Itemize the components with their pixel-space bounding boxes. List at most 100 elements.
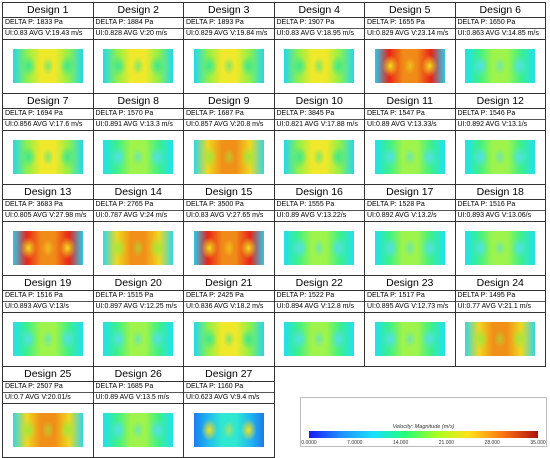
- velocity-contour-plot: [275, 221, 365, 275]
- legend-tick: 0.0000: [301, 440, 317, 446]
- contour-vortex: [20, 419, 37, 441]
- design-title: Design 9: [184, 94, 274, 109]
- ui-avg-velocity: UI:0.83 AVG V:18.95 m/s: [274, 29, 364, 40]
- contour-vortex: [511, 237, 528, 259]
- ui-avg-velocity: UI:0.895 AVG V:12.73 m/s: [365, 302, 455, 313]
- contour-vortex: [330, 55, 347, 77]
- contour-vortex: [382, 237, 399, 259]
- design-card: Design 1 DELTA P: 1833 Pa UI:0.83 AVG V:19…: [2, 2, 94, 94]
- contour-vortex: [330, 237, 347, 259]
- design-card: Design 19 DELTA P: 1516 Pa UI:0.893 AVG V:…: [2, 275, 94, 367]
- delta-p-value: DELTA P: 1517 Pa: [365, 291, 455, 302]
- velocity-contour-plot: [275, 312, 365, 366]
- design-title: Design 1: [3, 3, 93, 18]
- contour-vortex: [240, 419, 257, 441]
- contour-core: [132, 148, 145, 166]
- contour-core: [403, 57, 416, 75]
- ui-avg-velocity: UI:0.89 AVG V:13.5 m/s: [93, 393, 183, 404]
- velocity-contour-plot: [3, 39, 93, 93]
- velocity-contour-plot: [184, 130, 274, 184]
- delta-p-value: DELTA P: 1685 Pa: [93, 382, 183, 393]
- contour-vortex: [511, 328, 528, 350]
- contour-vortex: [382, 328, 399, 350]
- contour-vortex: [472, 237, 489, 259]
- legend-colorbar: [309, 431, 538, 438]
- design-title: Design 27: [184, 367, 274, 382]
- design-card: Design 5 DELTA P: 1655 Pa UI:0.829 AVG V:2…: [364, 2, 456, 94]
- design-title: Design 22: [274, 276, 364, 291]
- design-title: Design 24: [455, 276, 545, 291]
- design-card: Design 11 DELTA P: 1547 Pa UI:0.89 AVG V:1…: [364, 93, 456, 185]
- design-title: Design 20: [93, 276, 183, 291]
- ui-avg-velocity: UI:0.828 AVG V:20 m/s: [93, 29, 183, 40]
- ui-avg-velocity: UI:0.892 AVG V:13.1/s: [455, 120, 545, 131]
- contour-vortex: [240, 328, 257, 350]
- delta-p-value: DELTA P: 1833 Pa: [3, 18, 93, 29]
- contour-core: [313, 330, 326, 348]
- design-card: Design 9 DELTA P: 1687 Pa UI:0.857 AVG V:2…: [183, 93, 275, 185]
- contour-vortex: [201, 328, 218, 350]
- design-title: Design 10: [274, 94, 364, 109]
- contour-vortex: [511, 146, 528, 168]
- contour-core: [222, 57, 235, 75]
- design-card: Design 7 DELTA P: 1694 Pa UI:0.856 AVG V:1…: [2, 93, 94, 185]
- design-title: Design 16: [274, 185, 364, 200]
- ui-avg-velocity: UI:0.892 AVG V:13.2/s: [365, 211, 455, 222]
- contour-vortex: [110, 55, 127, 77]
- delta-p-value: DELTA P: 1650 Pa: [455, 18, 545, 29]
- contour-core: [41, 148, 54, 166]
- contour-vortex: [59, 237, 76, 259]
- velocity-contour-plot: [94, 130, 184, 184]
- contour-vortex: [421, 55, 438, 77]
- ui-avg-velocity: UI:0.83 AVG V:19.43 m/s: [3, 29, 93, 40]
- design-title: Design 17: [365, 185, 455, 200]
- design-title: Design 23: [365, 276, 455, 291]
- design-card: Design 4 DELTA P: 1907 Pa UI:0.83 AVG V:18…: [273, 2, 365, 94]
- ui-avg-velocity: UI:0.829 AVG V:19.84 m/s: [184, 29, 274, 40]
- design-card: Design 21 DELTA P: 2425 Pa UI:0.836 AVG V:…: [183, 275, 275, 367]
- delta-p-value: DELTA P: 3683 Pa: [3, 200, 93, 211]
- ui-avg-velocity: UI:0.623 AVG V:9.4 m/s: [184, 393, 274, 404]
- legend-tick: 7.0000: [347, 440, 363, 446]
- velocity-contour-plot: [365, 312, 455, 366]
- velocity-contour-plot: [184, 221, 274, 275]
- contour-vortex: [421, 328, 438, 350]
- delta-p-value: DELTA P: 1555 Pa: [274, 200, 364, 211]
- ui-avg-velocity: UI:0.893 AVG V:13/s: [3, 302, 93, 313]
- delta-p-value: DELTA P: 1160 Pa: [184, 382, 274, 393]
- design-title: Design 2: [93, 3, 183, 18]
- design-title: Design 12: [455, 94, 545, 109]
- contour-vortex: [20, 55, 37, 77]
- contour-core: [494, 57, 507, 75]
- delta-p-value: DELTA P: 1547 Pa: [365, 109, 455, 120]
- design-card: Design 8 DELTA P: 1570 Pa UI:0.891 AVG V:1…: [92, 93, 184, 185]
- ui-avg-velocity: UI:0.894 AVG V:12.8 m/s: [274, 302, 364, 313]
- ui-avg-velocity: UI:0.89 AVG V:13.33/s: [365, 120, 455, 131]
- contour-vortex: [201, 419, 218, 441]
- velocity-contour-plot: [184, 312, 274, 366]
- velocity-contour-plot: [184, 403, 274, 457]
- contour-core: [222, 148, 235, 166]
- ui-avg-velocity: UI:0.857 AVG V:20.8 m/s: [184, 120, 274, 131]
- delta-p-value: DELTA P: 1495 Pa: [455, 291, 545, 302]
- contour-vortex: [149, 237, 166, 259]
- contour-vortex: [382, 55, 399, 77]
- contour-core: [403, 148, 416, 166]
- contour-vortex: [20, 146, 37, 168]
- velocity-contour-plot: [275, 39, 365, 93]
- contour-vortex: [421, 237, 438, 259]
- delta-p-value: DELTA P: 1893 Pa: [184, 18, 274, 29]
- contour-core: [494, 148, 507, 166]
- velocity-contour-plot: [3, 312, 93, 366]
- velocity-contour-plot: [3, 130, 93, 184]
- delta-p-value: DELTA P: 2425 Pa: [184, 291, 274, 302]
- contour-vortex: [330, 328, 347, 350]
- legend-tick: 14.000: [392, 440, 409, 446]
- contour-core: [313, 239, 326, 257]
- delta-p-value: DELTA P: 2765 Pa: [93, 200, 183, 211]
- contour-vortex: [110, 146, 127, 168]
- delta-p-value: DELTA P: 1907 Pa: [274, 18, 364, 29]
- design-card: Design 26 DELTA P: 1685 Pa UI:0.89 AVG V:1…: [92, 366, 184, 458]
- contour-vortex: [20, 237, 37, 259]
- contour-core: [41, 421, 54, 439]
